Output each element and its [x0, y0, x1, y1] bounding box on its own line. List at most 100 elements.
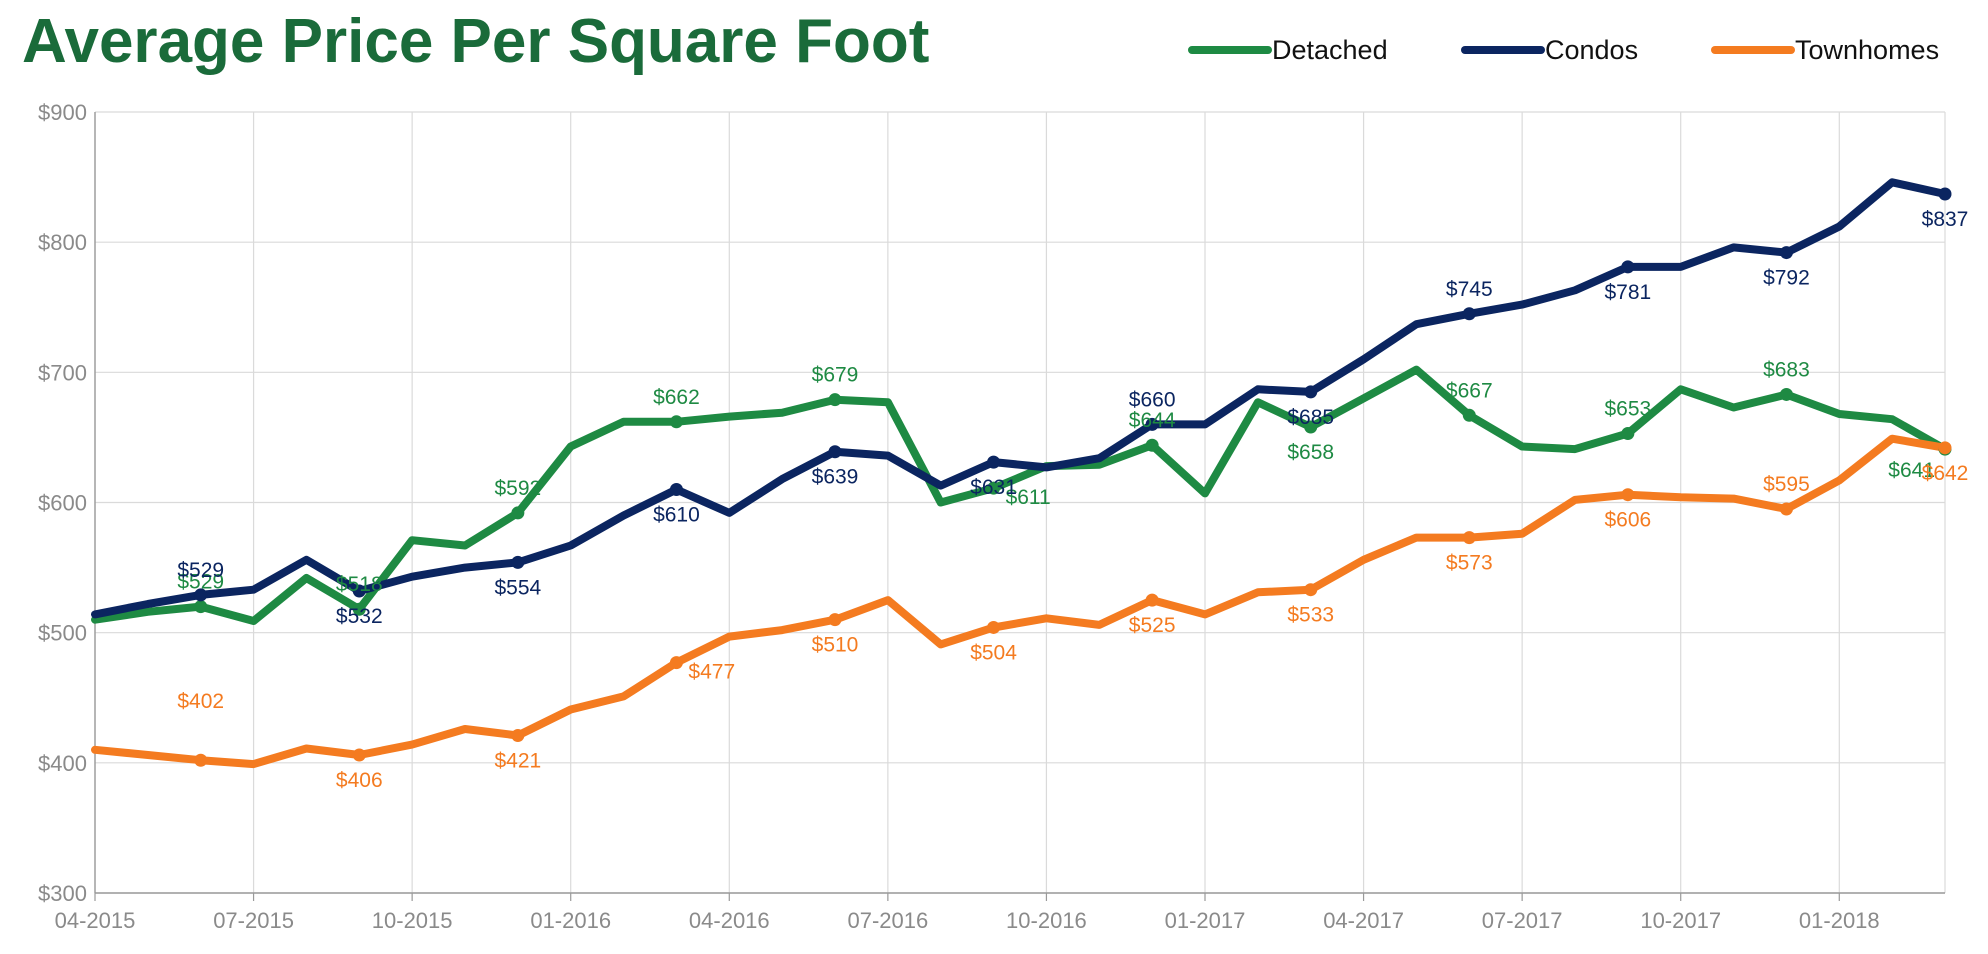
data-label: $745: [1446, 278, 1493, 301]
data-label: $667: [1446, 379, 1493, 402]
legend-label: Detached: [1272, 35, 1388, 65]
x-tick-label: 01-2017: [1165, 908, 1246, 933]
x-tick-label: 04-2016: [689, 908, 770, 933]
y-tick-label: $400: [38, 751, 87, 776]
data-point: [987, 481, 1001, 495]
data-point: [194, 753, 208, 767]
data-label: $658: [1287, 441, 1334, 464]
data-label: $525: [1129, 614, 1176, 637]
data-point: [352, 602, 366, 616]
data-label: $685: [1287, 406, 1334, 429]
data-label: $611: [1006, 486, 1051, 509]
y-tick-label: $700: [38, 360, 87, 385]
data-label: $477: [688, 661, 735, 684]
data-label: $679: [812, 364, 859, 387]
data-point: [1621, 427, 1635, 441]
data-label: $421: [494, 749, 541, 772]
data-label: $402: [177, 690, 224, 713]
data-label: $510: [812, 634, 859, 657]
data-label: $792: [1763, 267, 1810, 290]
data-label: $529: [177, 571, 224, 594]
data-point: [1145, 593, 1159, 607]
x-tick-label: 07-2017: [1482, 908, 1563, 933]
data-label: $653: [1604, 398, 1651, 421]
series-line-townhomes: [91, 434, 1949, 769]
legend-label: Townhomes: [1795, 35, 1939, 65]
data-point: [1462, 307, 1476, 321]
data-label: $533: [1287, 604, 1334, 627]
chart-title: Average Price Per Square Foot: [22, 7, 929, 76]
data-point: [511, 506, 525, 520]
data-label: $554: [494, 576, 541, 599]
legend: Detached Condos Townhomes: [1188, 35, 1939, 65]
y-tick-label: $900: [38, 100, 87, 125]
data-point: [828, 445, 842, 459]
y-tick-label: $800: [38, 230, 87, 255]
data-point: [828, 393, 842, 407]
data-label: $660: [1129, 388, 1176, 411]
y-tick-label: $300: [38, 881, 87, 906]
data-label: $573: [1446, 552, 1493, 575]
x-tick-label: 07-2016: [847, 908, 928, 933]
x-tick-label: 01-2018: [1799, 908, 1880, 933]
x-tick-label: 01-2016: [530, 908, 611, 933]
data-label: $529: [177, 559, 224, 582]
data-point: [1779, 502, 1793, 516]
data-label: $644: [1129, 409, 1176, 432]
data-point: [1621, 488, 1635, 502]
x-tick-label: 10-2015: [372, 908, 453, 933]
x-tick-label: 07-2015: [213, 908, 294, 933]
data-label: $595: [1763, 473, 1810, 496]
grid: [94, 111, 1946, 894]
data-point: [1145, 417, 1159, 431]
data-label: $683: [1763, 358, 1810, 381]
data-label: $518: [336, 573, 383, 596]
data-label: $639: [812, 466, 859, 489]
data-point: [1304, 420, 1318, 434]
data-point: [1462, 531, 1476, 545]
data-label: $641: [1888, 459, 1935, 482]
x-tick-label: 04-2017: [1323, 908, 1404, 933]
x-tick-label: 10-2016: [1006, 908, 1087, 933]
data-label: $631: [970, 476, 1017, 499]
data-point: [987, 620, 1001, 634]
data-label: $504: [970, 641, 1017, 664]
y-axis: $300 $400 $500 $600 $700 $800 $900: [38, 100, 87, 906]
data-point: [352, 748, 366, 762]
data-point: [828, 613, 842, 627]
data-point: [194, 588, 208, 602]
data-label: $662: [653, 386, 700, 409]
data-label: $532: [336, 605, 383, 628]
data-point: [669, 482, 683, 496]
x-tick-label: 10-2017: [1640, 908, 1721, 933]
series-line-condos: [91, 178, 1949, 619]
data-point: [1462, 408, 1476, 422]
data-point: [1304, 583, 1318, 597]
data-point: [511, 555, 525, 569]
data-point: [1145, 438, 1159, 452]
data-label: $606: [1604, 509, 1651, 532]
data-point: [987, 455, 1001, 469]
data-point: [669, 656, 683, 670]
data-point: [1621, 260, 1635, 274]
data-label: $592: [494, 477, 541, 500]
data-point: [1304, 385, 1318, 399]
data-label: $837: [1922, 208, 1969, 231]
series-lines: [91, 178, 1949, 769]
data-labels: $529 $518 $592 $662 $679 $611 $644 $658 $667 $653…: [177, 208, 1968, 792]
data-point: [669, 415, 683, 429]
series-points: [194, 187, 1952, 767]
data-label: $781: [1604, 281, 1651, 304]
data-point: [1938, 441, 1952, 455]
data-point: [511, 728, 525, 742]
data-label: $610: [653, 503, 700, 526]
data-point: [352, 584, 366, 598]
data-point: [1938, 187, 1952, 201]
data-point: [194, 600, 208, 614]
y-tick-label: $600: [38, 491, 87, 516]
series-line-detached: [91, 365, 1949, 625]
data-label: $642: [1922, 462, 1969, 485]
y-tick-label: $500: [38, 621, 87, 646]
x-axis: 04-2015 07-2015 10-2015 01-2016 04-2016 07-20…: [55, 112, 1945, 933]
